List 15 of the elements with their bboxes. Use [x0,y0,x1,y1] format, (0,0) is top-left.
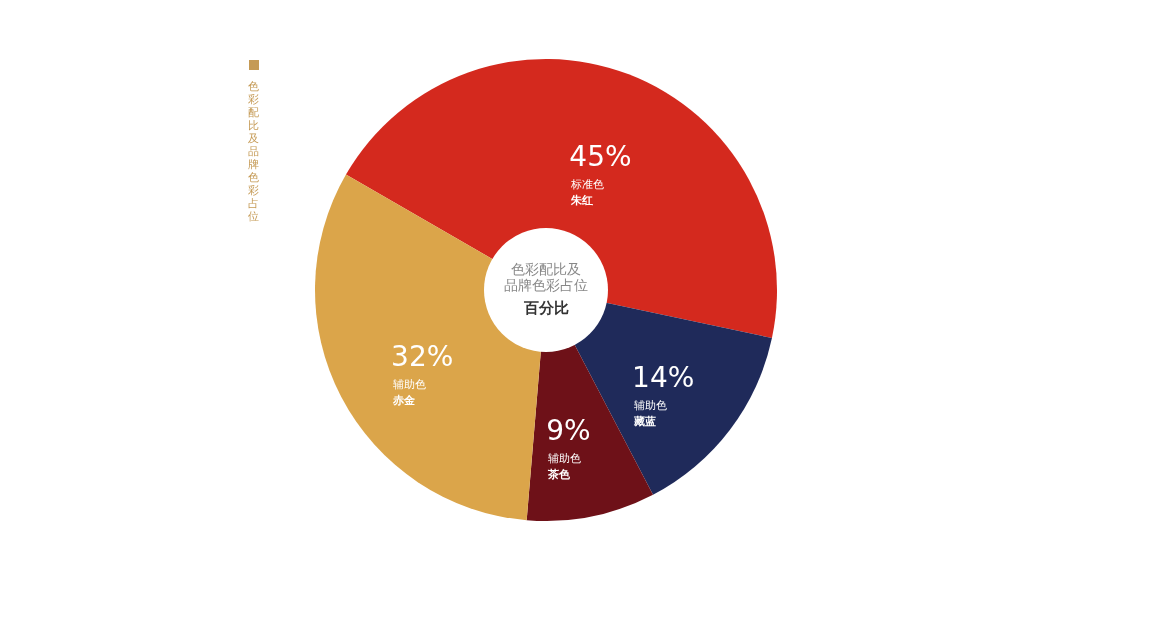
text: 标准色 [571,178,605,192]
slice-label: 赤金 [392,394,417,408]
data-label: 32% [391,340,454,374]
slice-label: 藏蓝 [633,414,657,428]
text: 辅助色 [634,398,668,412]
text: 色彩配比及品牌色彩占位 [504,261,588,293]
data-label: 14% [632,360,695,394]
data-label: 9% [546,414,591,448]
text: 百分比 [522,299,569,317]
slice-label: 茶色 [547,468,572,482]
text: 色彩配比及品牌色彩占位 [248,80,259,223]
text: 辅助色 [548,452,582,466]
slice-label: 朱红 [570,194,594,208]
text: 辅助色 [393,378,427,392]
data-label: 45% [569,140,632,174]
